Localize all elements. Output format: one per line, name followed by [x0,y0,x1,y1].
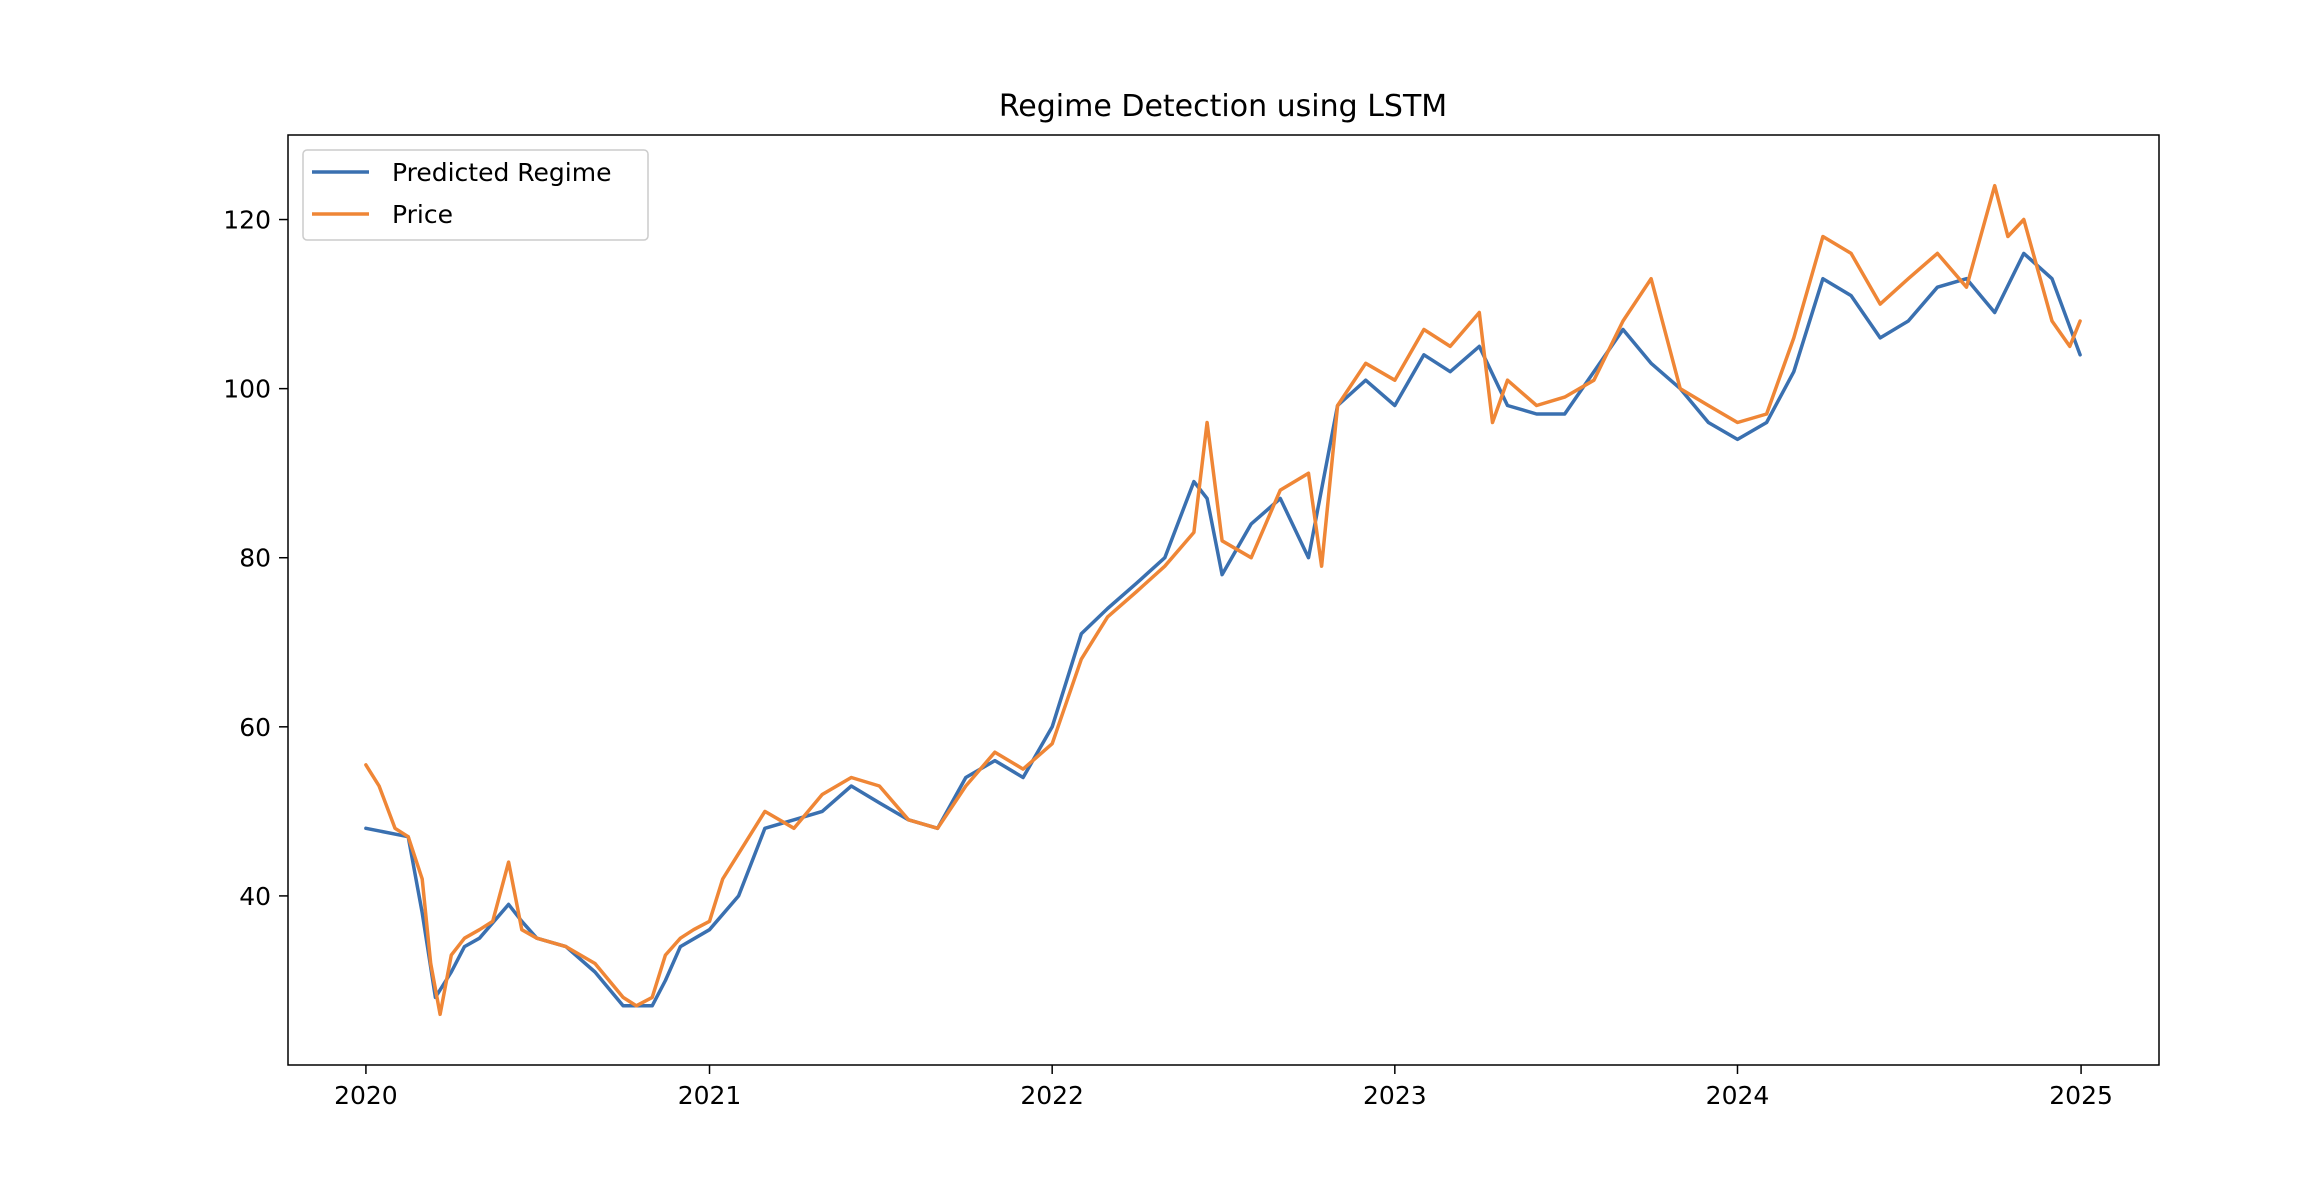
x-tick-label: 2021 [678,1081,742,1110]
plot-area [288,135,2159,1065]
x-tick-label: 2020 [334,1081,398,1110]
legend-box [302,149,649,241]
x-tick-label: 2024 [1706,1081,1770,1110]
axes: 2020 2021 2022 2023 2024 2025 40 60 80 100 120 [223,134,2160,1110]
x-tick-label: 2025 [2049,1081,2113,1110]
chart-title: Regime Detection using LSTM [999,89,1447,124]
x-tick-label: 2022 [1020,1081,1084,1110]
x-tick-label: 2023 [1363,1081,1427,1110]
legend-label-predicted-regime: Predicted Regime [392,158,611,187]
series-line-predicted-regime [364,251,2082,1008]
y-tick-label: 100 [223,375,271,404]
axes-frame [287,134,2160,1066]
legend: Predicted Regime Price [302,149,649,241]
y-tick-label: 120 [223,206,271,235]
legend-label-price: Price [392,200,453,229]
y-tick-label: 80 [239,544,271,573]
plot-background [288,135,2159,1065]
y-tick-label: 60 [239,713,271,742]
series-line-price [364,183,2082,1017]
y-tick-label: 40 [239,882,271,911]
